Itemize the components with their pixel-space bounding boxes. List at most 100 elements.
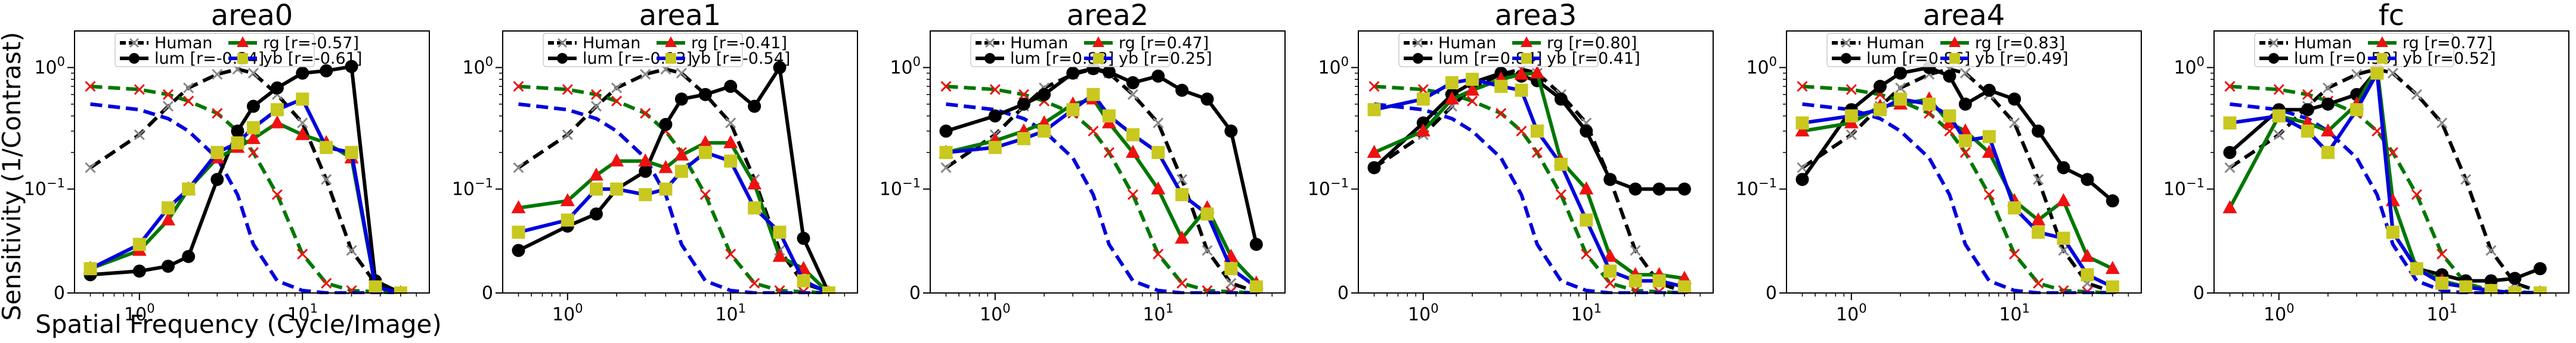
data-point <box>1175 188 1189 201</box>
data-point <box>1367 145 1382 158</box>
data-point <box>590 89 602 100</box>
data-point <box>940 162 952 173</box>
data-point <box>183 95 194 107</box>
panel-title: area4 <box>1923 0 2005 32</box>
data-point <box>2301 103 2314 117</box>
y-tick-label: 100 <box>1318 54 1349 78</box>
data-point <box>1894 92 1908 106</box>
data-point <box>676 67 687 79</box>
y-tick-label: 100 <box>34 54 65 78</box>
figure-ylabel: Sensitivity (1/Contrast) <box>0 32 26 320</box>
data-point <box>2272 109 2286 123</box>
data-point <box>2105 261 2120 275</box>
data-point <box>589 182 603 196</box>
data-point <box>1017 132 1030 145</box>
data-point <box>513 162 524 173</box>
data-point <box>1797 80 1808 92</box>
data-point <box>1224 262 1238 276</box>
data-point <box>2008 92 2021 106</box>
data-point <box>369 280 382 294</box>
x-tick-label: 101 <box>715 301 746 325</box>
legend-label: Human <box>154 34 212 52</box>
data-point <box>1416 123 1431 137</box>
data-point <box>132 238 146 251</box>
data-point <box>1677 280 1691 294</box>
legend-label: yb [r=0.52] <box>2402 49 2496 68</box>
y-tick-label: 100 <box>1746 54 1777 78</box>
legend-box <box>1826 33 2027 67</box>
data-point <box>2350 103 2364 117</box>
data-point <box>698 146 712 160</box>
data-point <box>699 189 711 200</box>
data-point <box>212 108 223 119</box>
legend-label: Human <box>2294 34 2352 52</box>
data-point <box>1127 89 1138 100</box>
data-point <box>1200 207 1214 221</box>
y-tick-label: 10−1 <box>880 176 921 200</box>
data-point <box>560 193 575 207</box>
data-point <box>988 141 1002 154</box>
data-point <box>674 147 689 161</box>
data-point <box>1467 95 1478 107</box>
data-point <box>162 101 174 112</box>
data-point <box>1126 128 1140 142</box>
data-point <box>749 277 760 289</box>
data-point <box>2387 67 2398 79</box>
x-tick-label: 101 <box>287 301 318 325</box>
y-tick-label: 10−1 <box>24 176 65 200</box>
legend-label: rg [r=-0.41] <box>691 34 787 52</box>
data-point <box>2321 123 2336 137</box>
legend-marker <box>2268 38 2279 48</box>
data-point <box>1102 109 1116 123</box>
data-point <box>247 67 259 79</box>
figure-xlabel: Spatial Frequency (Cycle/Image) <box>35 310 442 339</box>
data-point <box>2436 117 2448 129</box>
legend-box <box>1398 33 1599 67</box>
data-point <box>1943 69 1956 83</box>
plot-area <box>939 62 1264 294</box>
plot-area <box>1795 61 2120 294</box>
data-point <box>512 225 525 239</box>
data-point <box>658 160 673 173</box>
data-point <box>611 95 623 107</box>
data-point <box>162 89 174 100</box>
data-point <box>1846 84 1857 95</box>
data-point <box>346 245 357 256</box>
panel-title: fc <box>2379 0 2404 32</box>
data-point <box>2386 225 2399 239</box>
data-point <box>297 117 308 129</box>
data-point <box>161 201 175 215</box>
data-point <box>797 232 810 245</box>
data-point <box>2411 89 2422 100</box>
legend-label: rg [r=0.47] <box>1119 34 1209 52</box>
data-point <box>2485 245 2497 256</box>
data-point <box>773 225 787 239</box>
data-point <box>2411 189 2422 200</box>
data-point <box>1605 277 1616 289</box>
legend-label: yb [r=-0.54] <box>691 49 790 68</box>
data-point <box>2484 283 2498 294</box>
legend-marker <box>1521 53 1532 64</box>
x-tick-label: 100 <box>552 301 583 325</box>
data-point <box>2031 212 2046 226</box>
data-point <box>246 130 261 144</box>
plot-area <box>511 61 835 294</box>
data-point <box>1176 174 1188 185</box>
x-tick-label: 100 <box>980 301 1011 325</box>
data-point <box>246 121 260 135</box>
data-point <box>989 84 1001 95</box>
data-point <box>2224 162 2236 173</box>
data-point <box>640 108 651 119</box>
data-point <box>2032 225 2045 239</box>
data-point <box>1554 157 1568 171</box>
data-point <box>2321 146 2335 160</box>
data-point <box>1466 73 1479 86</box>
data-point <box>1895 82 1906 93</box>
data-point <box>609 153 624 167</box>
data-point <box>638 153 653 167</box>
